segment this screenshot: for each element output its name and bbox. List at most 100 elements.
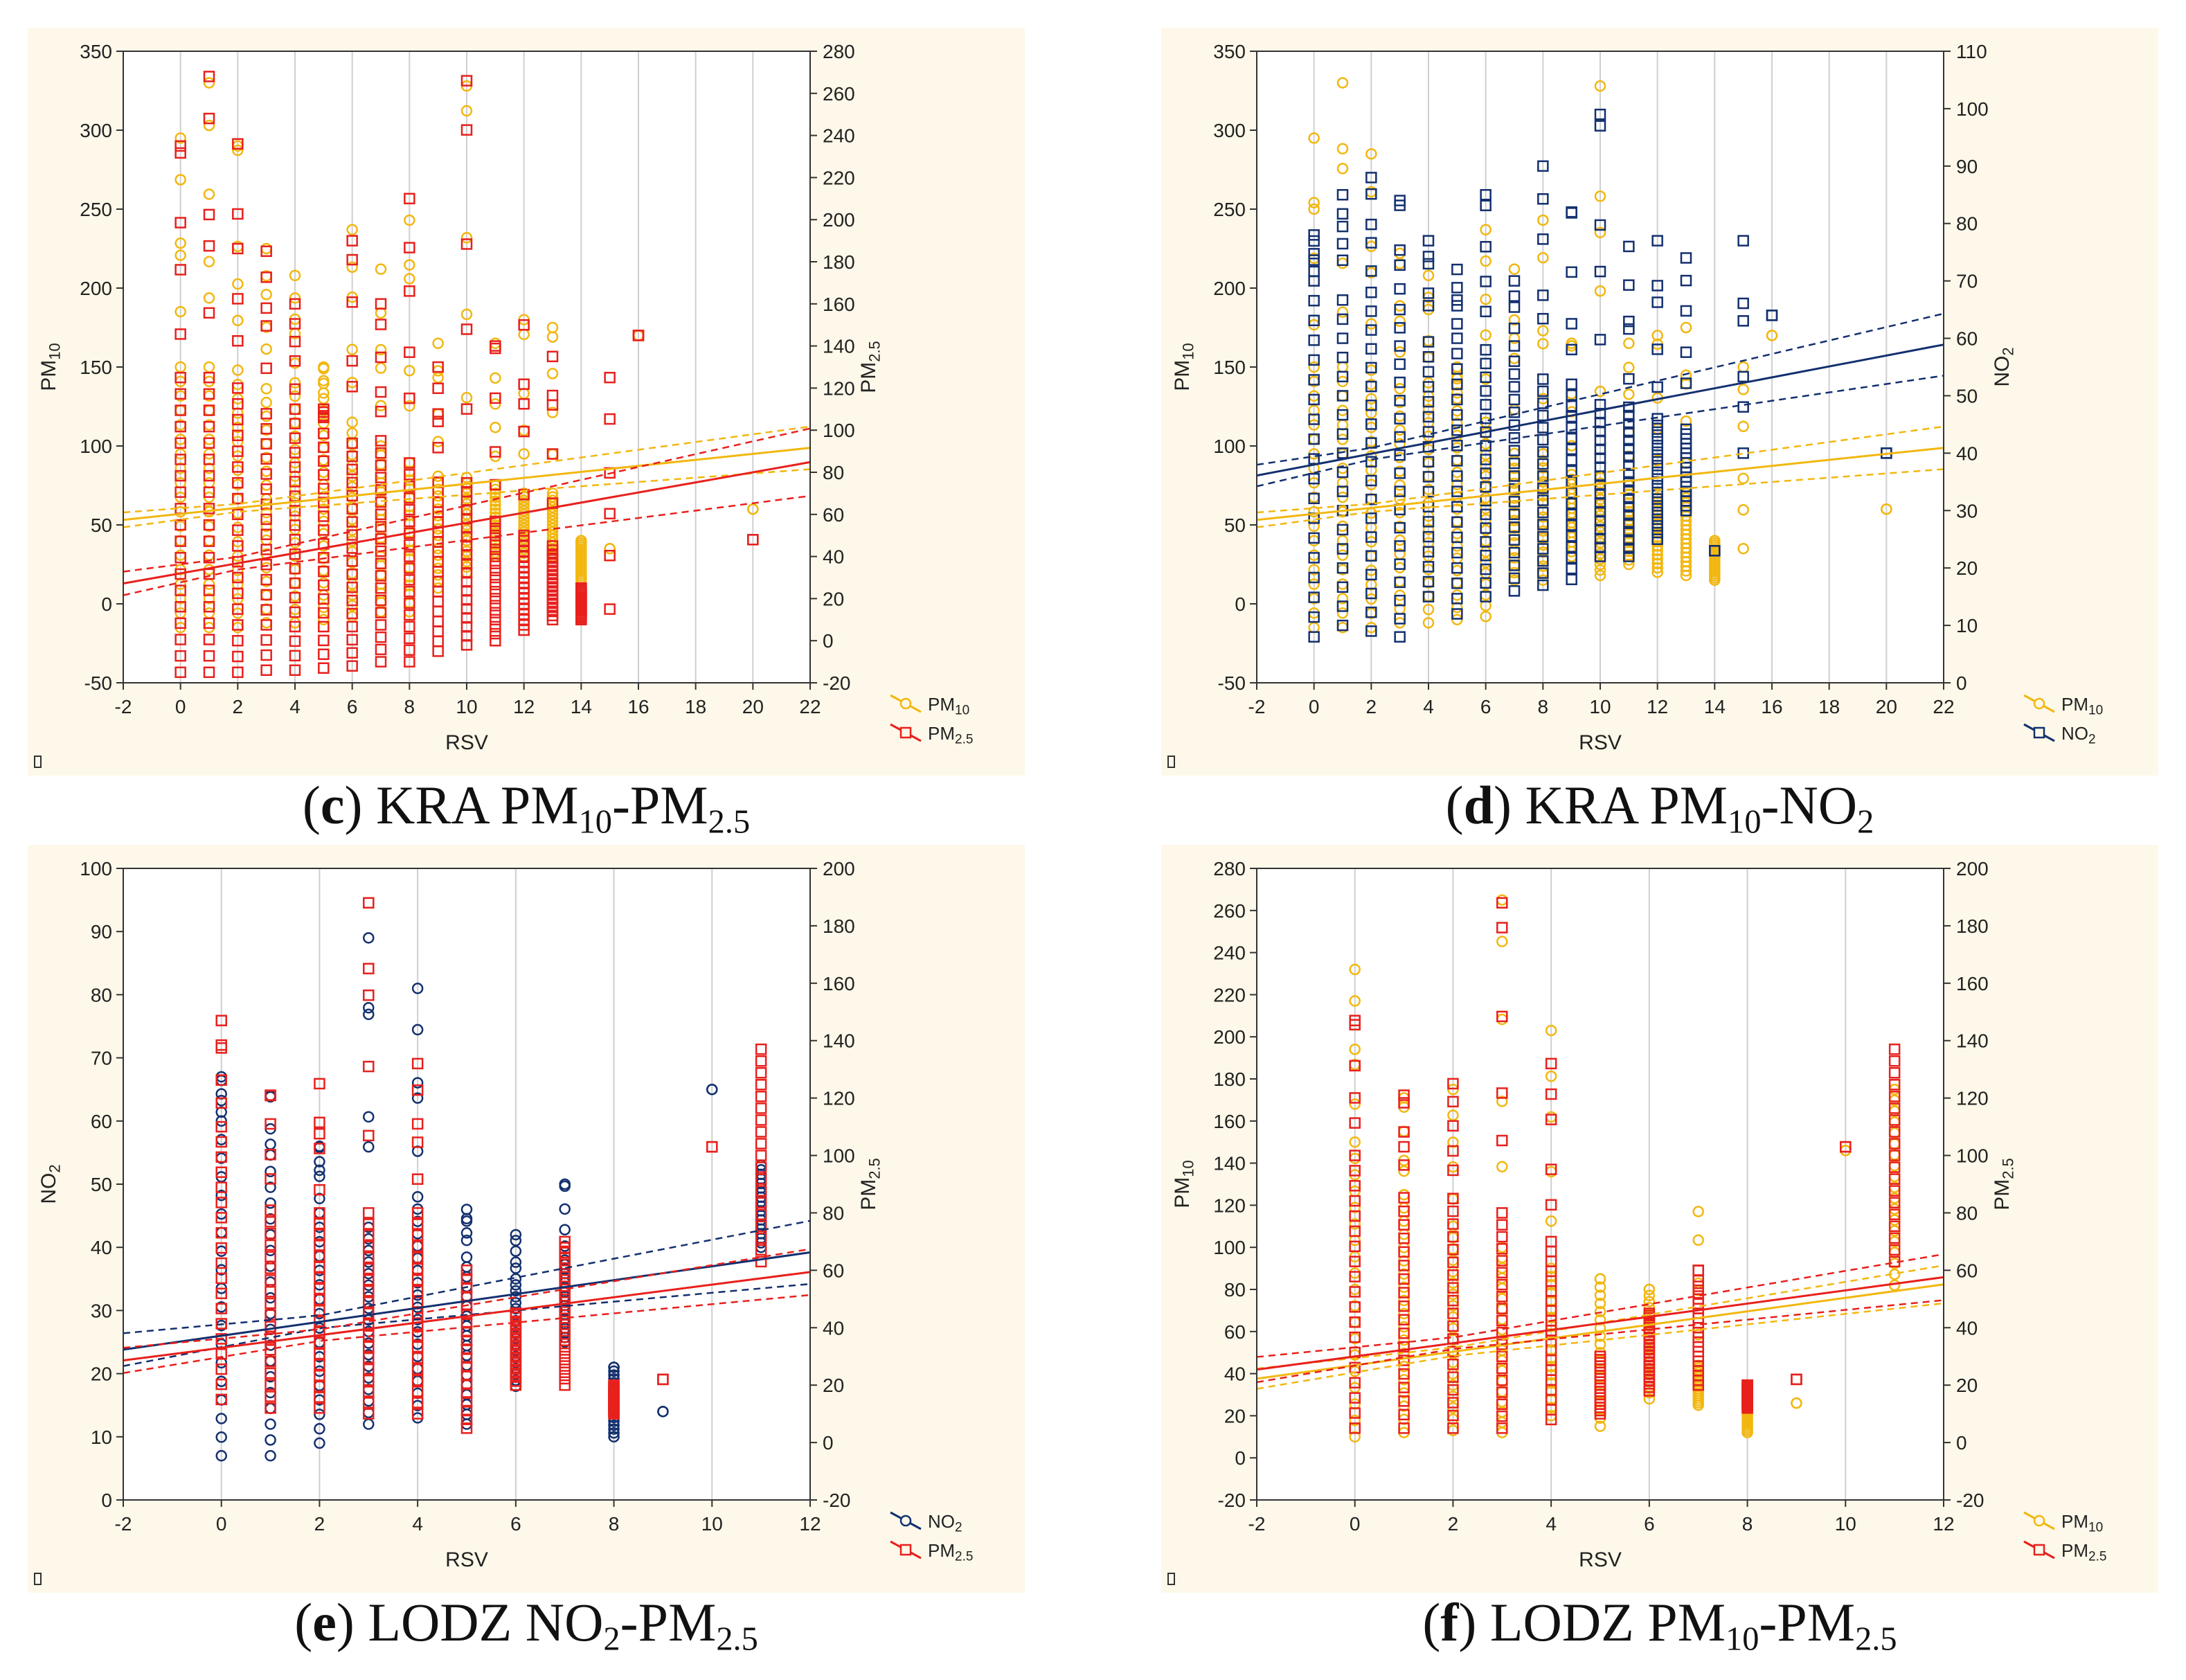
data-point: [411, 1386, 424, 1397]
data-point: [260, 507, 272, 519]
data-point: [1447, 1244, 1459, 1255]
data-point: [1737, 401, 1749, 413]
data-point: [1766, 310, 1778, 321]
data-point: [404, 392, 415, 404]
data-point: [1398, 1321, 1410, 1333]
data-point: [289, 519, 301, 531]
data-point: [375, 319, 387, 330]
data-point: [232, 619, 244, 631]
data-point: [1394, 322, 1406, 334]
data-point: [755, 1055, 767, 1067]
data-point: [1537, 338, 1549, 350]
data-point: [265, 1274, 276, 1286]
data-point: [314, 1348, 325, 1360]
data-point: [1398, 1374, 1410, 1386]
data-point: [260, 520, 272, 533]
y-right-tick-label: 0: [1956, 672, 1967, 694]
data-point: [1447, 1294, 1459, 1307]
data-point: [314, 1240, 325, 1251]
data-point: [490, 600, 501, 611]
data-point: [232, 540, 244, 552]
data-point: [203, 617, 215, 629]
data-point: [363, 989, 375, 1001]
data-point: [346, 296, 358, 308]
plot-frame: [1256, 51, 1944, 683]
data-point: [346, 607, 358, 620]
data-point: [1888, 1173, 1901, 1185]
data-point: [1594, 1289, 1606, 1301]
data-point: [755, 1091, 767, 1102]
y-right-tick-label: 80: [1956, 213, 1978, 235]
data-point: [518, 494, 530, 506]
data-point: [1480, 293, 1491, 305]
data-point: [215, 1333, 227, 1345]
y-left-tick-label: 60: [1224, 1321, 1246, 1343]
data-point: [1336, 220, 1349, 233]
data-point: [432, 361, 444, 373]
data-point: [1537, 312, 1549, 325]
data-point: [432, 382, 444, 394]
data-point: [215, 1449, 227, 1462]
data-point: [1888, 1055, 1901, 1067]
data-point: [490, 392, 501, 404]
y-left-tick-label: 100: [1213, 436, 1246, 457]
data-point: [404, 609, 415, 621]
data-point: [1888, 1114, 1901, 1126]
x-tick-label: 16: [627, 696, 649, 717]
data-point: [1623, 426, 1635, 438]
data-point: [265, 1227, 276, 1240]
data-point: [215, 1015, 227, 1026]
data-point: [1537, 214, 1549, 226]
chart-e: -2 0 2 4 6 8 10 120102030405060708090100-200204…: [34, 858, 973, 1585]
data-point: [314, 1116, 325, 1129]
data-point: [1447, 1371, 1459, 1383]
data-point: [1508, 368, 1521, 380]
data-point: [460, 403, 473, 415]
data-point: [1394, 576, 1406, 589]
data-point: [1451, 501, 1463, 512]
data-point: [1451, 263, 1463, 276]
data-point: [1651, 513, 1663, 525]
data-point: [289, 432, 301, 444]
data-point: [1566, 541, 1577, 553]
data-point: [559, 1309, 571, 1321]
data-point: [203, 486, 215, 498]
data-point: [1394, 340, 1406, 352]
data-point: [559, 1315, 571, 1328]
data-point: [1349, 963, 1361, 976]
data-point: [460, 75, 473, 87]
data-point: [1643, 1289, 1656, 1302]
data-point: [546, 368, 559, 379]
data-point: [203, 470, 215, 482]
panel-d: -2 0 2 4 6 8 10 12 14 16 18 20 22 -50 0 50 100 150 200 250 3…: [1161, 28, 2158, 776]
y-right-tick-label: 120: [823, 1088, 855, 1109]
data-point: [174, 470, 186, 482]
data-point: [1365, 324, 1377, 336]
data-point: [203, 240, 215, 252]
data-point: [215, 1189, 227, 1201]
data-point: [1365, 400, 1377, 411]
data-point: [1594, 569, 1606, 582]
x-tick-label: 8: [1538, 696, 1549, 717]
data-point: [1447, 1358, 1459, 1370]
x-tick-label: 4: [1423, 696, 1434, 717]
data-point: [174, 650, 186, 662]
data-point: [1651, 440, 1663, 452]
data-point: [1508, 508, 1521, 521]
data-point: [363, 1251, 375, 1264]
data-point: [375, 594, 387, 607]
data-point: [1537, 555, 1549, 567]
data-point: [460, 1265, 473, 1276]
data-point: [1566, 422, 1577, 434]
data-point: [174, 132, 186, 144]
y-right-tick-label: 220: [823, 167, 855, 188]
data-point: [289, 461, 301, 473]
confidence-band: [123, 1283, 810, 1367]
data-point: [1336, 581, 1349, 593]
y-left-tick-label: 90: [91, 921, 112, 942]
data-point: [1480, 549, 1491, 562]
data-point: [174, 264, 186, 276]
data-point: [289, 298, 301, 310]
data-point: [232, 524, 244, 536]
data-point: [203, 188, 215, 200]
